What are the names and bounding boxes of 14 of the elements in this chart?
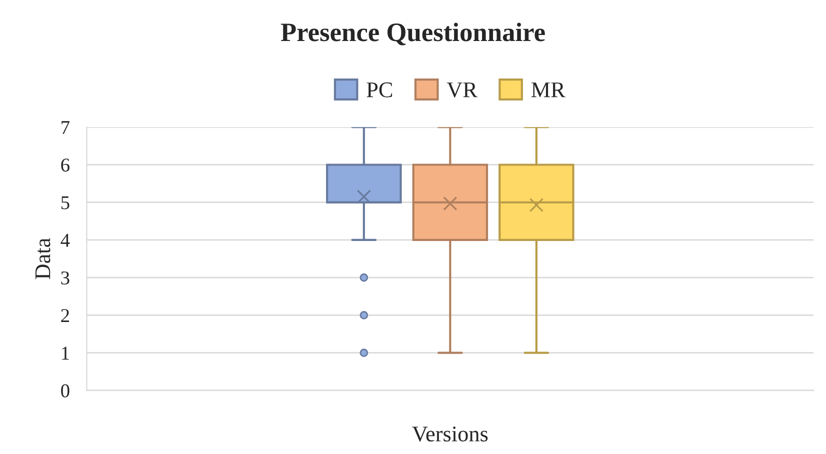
y-tick-label: 0 bbox=[61, 384, 70, 398]
y-tick-label: 3 bbox=[61, 271, 70, 285]
y-tick-label: 7 bbox=[62, 121, 70, 134]
legend-label: MR bbox=[531, 82, 566, 98]
legend-label: PC bbox=[366, 82, 392, 98]
legend-label: VR bbox=[446, 82, 478, 98]
chart-title: Presence Questionnaire bbox=[280, 22, 545, 46]
y-tick-label: 2 bbox=[61, 309, 69, 322]
y-tick-label: 1 bbox=[62, 346, 69, 360]
y-tick-label: 6 bbox=[61, 158, 70, 172]
x-axis-title: Versions bbox=[412, 426, 488, 442]
y-axis-title: Data bbox=[36, 238, 50, 280]
y-tick-label: 4 bbox=[60, 234, 70, 247]
y-tick-label: 5 bbox=[61, 196, 70, 210]
